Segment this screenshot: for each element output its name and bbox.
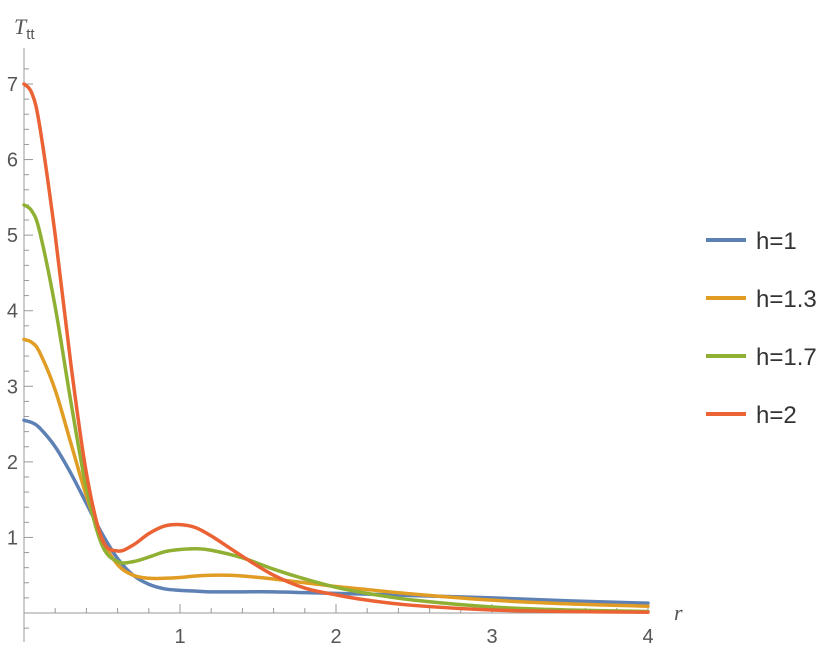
y-tick-label: 5 — [7, 225, 18, 247]
y-tick-label: 4 — [7, 301, 18, 323]
legend-label: h=1.7 — [756, 344, 817, 371]
y-tick-label: 3 — [7, 376, 18, 398]
x-tick-label: 4 — [642, 626, 653, 648]
y-ticks: 1 2 3 4 5 6 7 — [7, 68, 33, 629]
y-tick-label: 2 — [7, 452, 18, 474]
x-axis-label: r — [674, 600, 683, 625]
legend-label: h=2 — [756, 402, 797, 429]
y-tick-label: 6 — [7, 150, 18, 172]
x-tick-label: 2 — [330, 626, 341, 648]
axes — [23, 48, 648, 642]
x-tick-label: 1 — [174, 626, 185, 648]
legend-label: h=1.3 — [756, 286, 817, 313]
y-tick-label: 7 — [7, 74, 18, 96]
series-line-2 — [22, 337, 650, 608]
series-lines — [22, 82, 650, 614]
legend-label: h=1 — [756, 228, 797, 255]
series-line-4 — [22, 82, 650, 614]
y-axis-label: Ttt — [14, 14, 35, 43]
legend: h=1 h=1.3 h=1.7 h=2 — [706, 228, 817, 429]
series-line-3 — [22, 203, 650, 614]
series-line-1 — [22, 418, 650, 605]
x-tick-label: 3 — [486, 626, 497, 648]
y-tick-label: 1 — [7, 527, 18, 549]
